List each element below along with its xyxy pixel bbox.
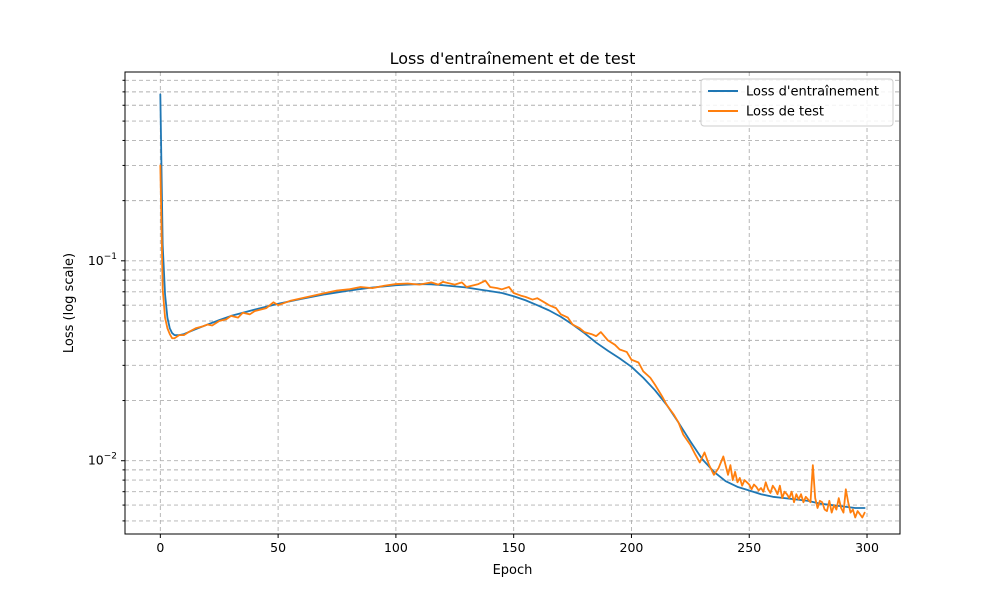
chart-title: Loss d'entraînement et de test	[390, 49, 636, 68]
x-tick-label: 300	[855, 540, 879, 555]
legend: Loss d'entraînement Loss de test	[701, 79, 893, 126]
x-tick-label: 200	[620, 540, 644, 555]
x-tick-label: 50	[270, 540, 286, 555]
x-tick-label: 100	[384, 540, 408, 555]
x-tick-label: 0	[156, 540, 164, 555]
legend-label-train: Loss d'entraînement	[746, 85, 879, 100]
y-axis-label: Loss (log scale)	[62, 253, 77, 353]
x-tick-label: 150	[502, 540, 526, 555]
x-tick-label: 250	[737, 540, 761, 555]
x-axis-label: Epoch	[493, 563, 533, 578]
legend-label-test: Loss de test	[746, 105, 824, 120]
